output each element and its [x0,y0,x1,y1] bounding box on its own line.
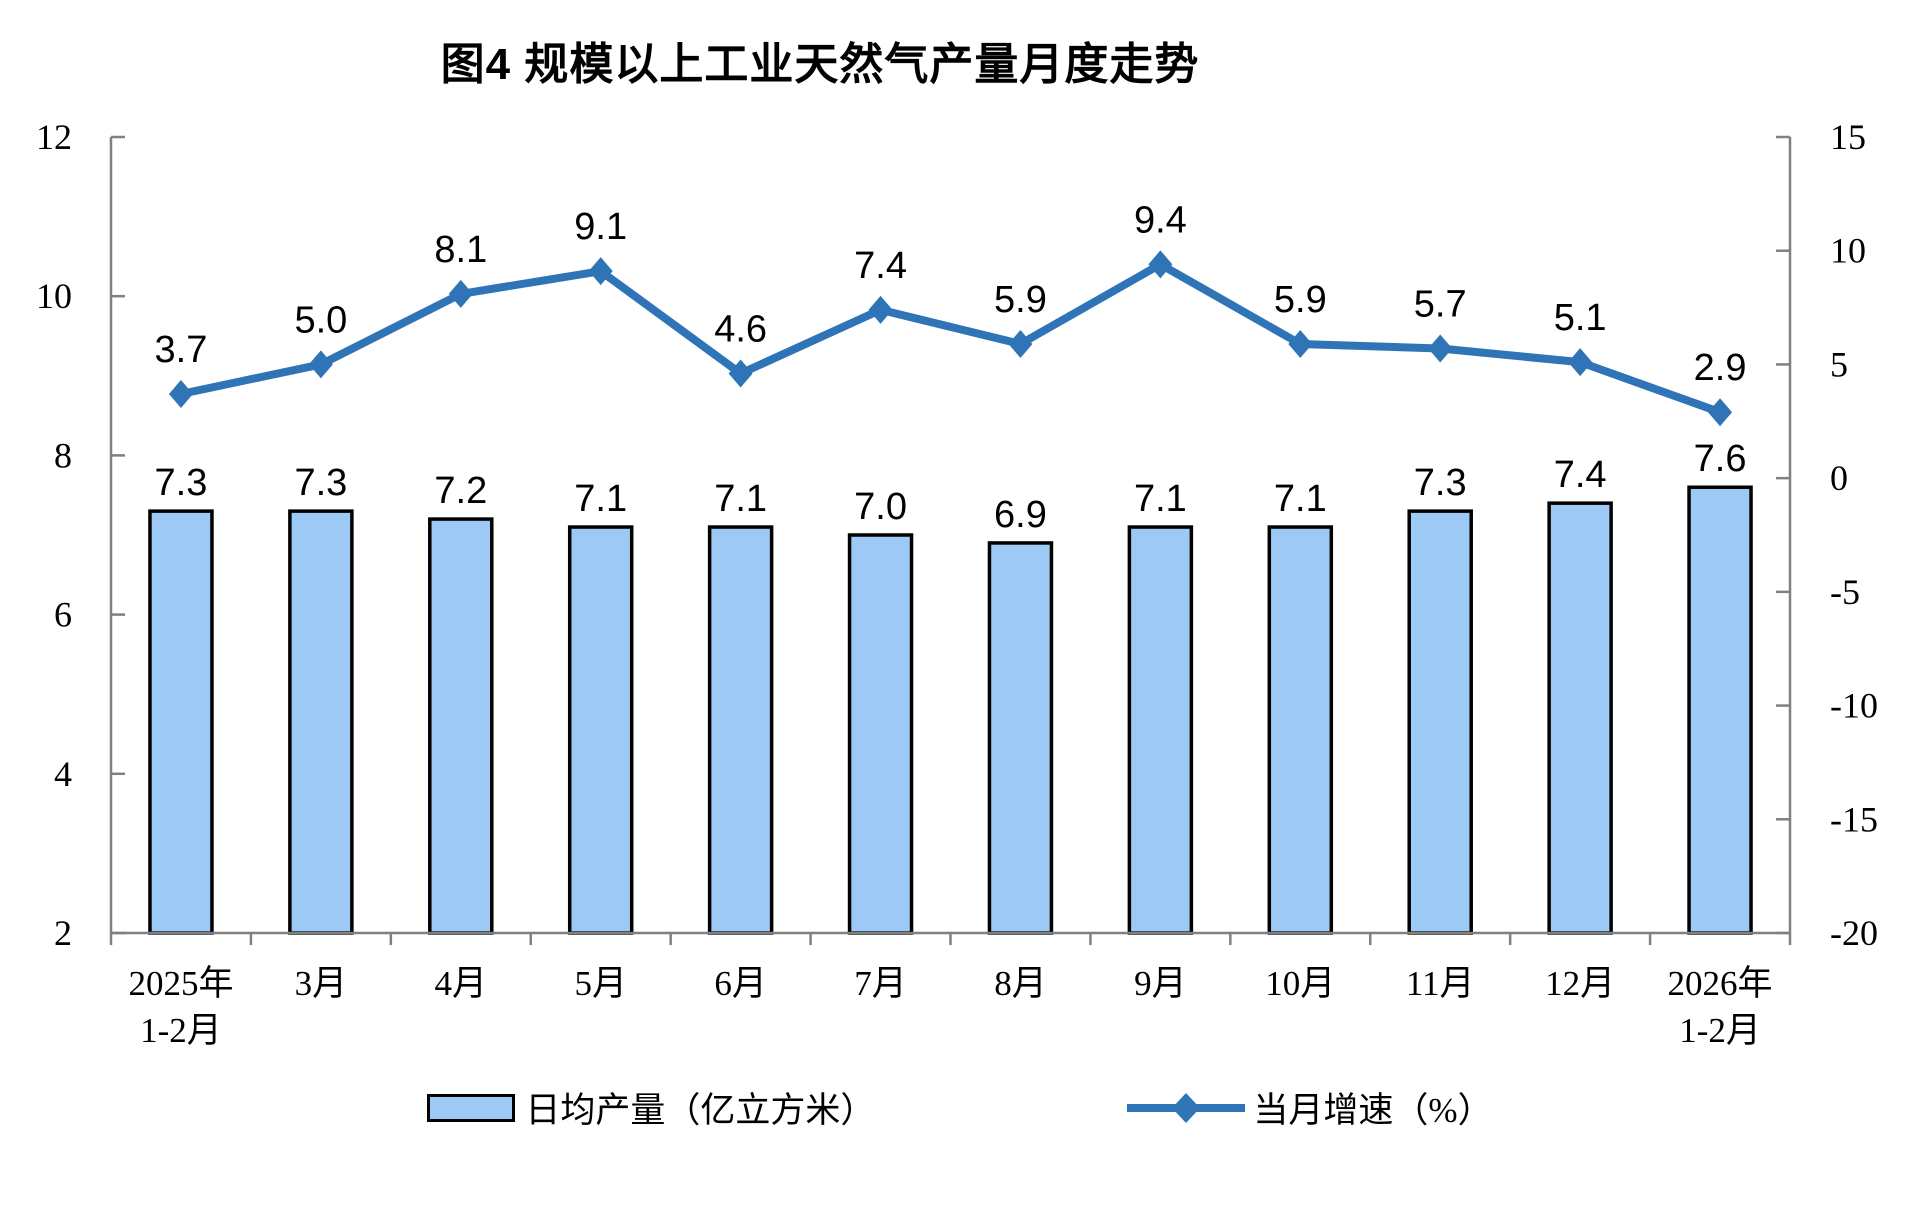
x-axis-category-label: 8月 [994,964,1047,1003]
line-value-label: 9.4 [1134,199,1187,241]
right-axis-tick-label: -20 [1830,913,1878,953]
legend-item-production: 日均产量（亿立方米） [427,1082,875,1133]
line-marker-icon [868,295,893,324]
right-axis-tick-label: -10 [1830,686,1878,726]
line-marker-icon [1008,329,1033,358]
bar-value-label: 7.0 [854,486,907,528]
line-value-label: 4.6 [714,309,767,351]
bar [1687,485,1753,935]
line-series-swatch-icon [1127,1092,1246,1123]
line-marker-icon [1428,334,1453,363]
bar-series-swatch-icon [427,1093,516,1122]
bar-value-label: 7.3 [294,462,347,504]
x-axis-category-label: 6月 [714,964,767,1003]
legend-item-growth: 当月增速（%） [1125,1082,1493,1133]
line-marker-icon [1708,398,1733,427]
bar-value-label: 7.2 [434,470,487,512]
line-value-label: 9.1 [574,206,627,248]
bar [1547,501,1613,935]
line-marker-icon [588,257,613,286]
line-value-label: 3.7 [155,329,208,371]
x-axis-category-label: 11月 [1406,964,1475,1003]
bar-value-label: 7.4 [1554,454,1607,496]
growth-line [176,260,1725,417]
bar [148,509,214,935]
bar-value-label: 7.3 [155,462,208,504]
line-value-label: 8.1 [434,229,487,271]
x-axis-category-label: 9月 [1134,964,1187,1003]
right-axis-tick-label: 15 [1830,117,1866,157]
x-axis-category-label: 10月 [1265,964,1335,1003]
left-axis-tick-label: 6 [54,595,72,635]
line-value-label: 7.4 [854,245,907,287]
line-value-label: 5.0 [294,299,347,341]
x-axis-category-label: 5月 [574,964,627,1003]
line-value-label: 2.9 [1694,347,1747,389]
x-axis-category-label: 4月 [435,964,488,1003]
x-axis-category-label: 3月 [295,964,348,1003]
bar [1407,509,1473,935]
bar-value-label: 7.1 [1134,478,1187,520]
left-axis-tick-label: 12 [36,117,72,157]
line-marker-icon [728,359,753,388]
legend-label-production: 日均产量（亿立方米） [525,1091,876,1130]
bar [288,509,354,935]
right-axis-tick-label: 0 [1830,458,1848,498]
x-axis-category-label: 12月 [1545,964,1615,1003]
line-value-label: 5.1 [1554,297,1607,339]
bar [567,525,634,935]
line-value-label: 5.9 [1274,279,1327,321]
line-value-label: 5.9 [994,279,1047,321]
bar [847,533,914,935]
legend-label-growth: 当月增速（%） [1253,1091,1493,1130]
x-axis-category-label: 2025年 1-2月 [128,964,233,1050]
line-marker-icon [168,379,193,408]
bar-value-label: 7.1 [714,478,767,520]
line-marker-icon [308,350,333,379]
legend-diamond-marker-icon [1172,1092,1201,1123]
bar [1127,525,1194,935]
bar [1267,525,1334,935]
right-axis-tick-label: 10 [1830,231,1866,271]
right-axis-tick-label: 5 [1830,344,1848,384]
bar [707,525,774,935]
bar-value-label: 6.9 [994,494,1047,536]
right-axis-tick-label: -15 [1830,799,1878,839]
x-axis-category-label: 2026年 1-2月 [1668,964,1773,1050]
bar [987,541,1054,935]
left-axis-tick-label: 4 [54,754,72,794]
left-axis-tick-label: 8 [54,435,72,475]
line-marker-icon [448,279,473,308]
bar-value-label: 7.6 [1694,438,1747,480]
chart-canvas: 12 10 8 6 4 2 15 10 5 0 -5 -10 -15 -20 2025年 1-2月 3月 4月 5月… [36,117,1878,1050]
line-value-label: 5.7 [1414,284,1467,326]
legend: 日均产量（亿立方米） 当月增速（%） [0,1082,1920,1133]
bar-value-label: 7.1 [574,478,627,520]
x-axis-category-label: 7月 [854,964,907,1003]
bar-value-label: 7.1 [1274,478,1327,520]
bar-value-label: 7.3 [1414,462,1467,504]
left-axis-tick-label: 2 [54,913,72,953]
line-marker-icon [1288,329,1313,358]
line-marker-icon [1568,348,1593,377]
chart-title: 图4 规模以上工业天然气产量月度走势 [440,40,1200,89]
right-axis-tick-label: -5 [1830,572,1860,612]
line-marker-icon [1148,250,1173,279]
left-axis-tick-label: 10 [36,276,72,316]
bar [428,517,494,935]
